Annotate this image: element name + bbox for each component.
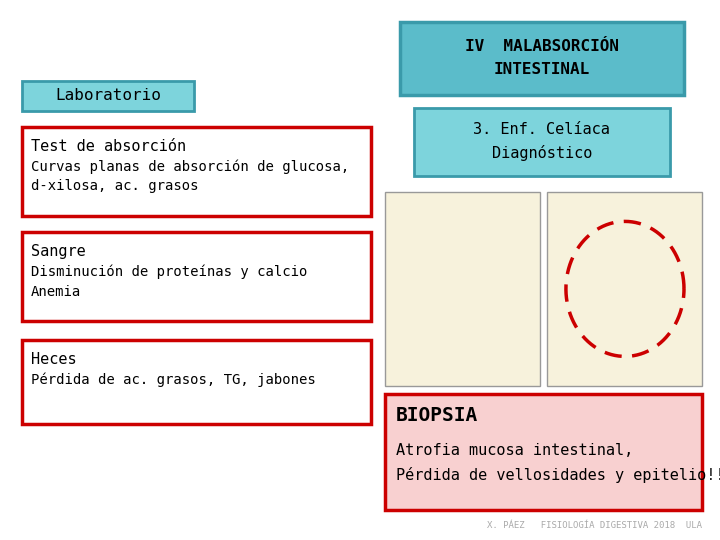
FancyBboxPatch shape bbox=[400, 22, 684, 94]
FancyBboxPatch shape bbox=[22, 81, 194, 111]
Text: Pérdida de ac. grasos, TG, jabones: Pérdida de ac. grasos, TG, jabones bbox=[31, 373, 315, 387]
FancyBboxPatch shape bbox=[547, 192, 702, 386]
Text: Laboratorio: Laboratorio bbox=[55, 89, 161, 103]
Text: Test de absorción: Test de absorción bbox=[31, 139, 186, 154]
Text: Atrofia mucosa intestinal,
Pérdida de vellosidades y epitelio!!!: Atrofia mucosa intestinal, Pérdida de ve… bbox=[396, 443, 720, 483]
Text: Curvas planas de absorción de glucosa,
d-xilosa, ac. grasos: Curvas planas de absorción de glucosa, d… bbox=[31, 159, 349, 193]
Text: X. PÁEZ   FISIOLOGÍA DIGESTIVA 2018  ULA: X. PÁEZ FISIOLOGÍA DIGESTIVA 2018 ULA bbox=[487, 521, 702, 530]
FancyBboxPatch shape bbox=[22, 340, 371, 424]
Text: Heces: Heces bbox=[31, 352, 76, 367]
Text: IV  MALABSORCIÓN
INTESTINAL: IV MALABSORCIÓN INTESTINAL bbox=[465, 39, 618, 77]
FancyBboxPatch shape bbox=[385, 394, 702, 510]
Text: Sangre: Sangre bbox=[31, 244, 86, 259]
FancyBboxPatch shape bbox=[22, 127, 371, 216]
FancyBboxPatch shape bbox=[22, 232, 371, 321]
Text: Disminución de proteínas y calcio
Anemia: Disminución de proteínas y calcio Anemia bbox=[31, 265, 307, 299]
FancyBboxPatch shape bbox=[414, 108, 670, 176]
FancyBboxPatch shape bbox=[385, 192, 540, 386]
Text: BIOPSIA: BIOPSIA bbox=[396, 406, 478, 425]
Text: 3. Enf. Celíaca
Diagnóstico: 3. Enf. Celíaca Diagnóstico bbox=[473, 123, 611, 161]
